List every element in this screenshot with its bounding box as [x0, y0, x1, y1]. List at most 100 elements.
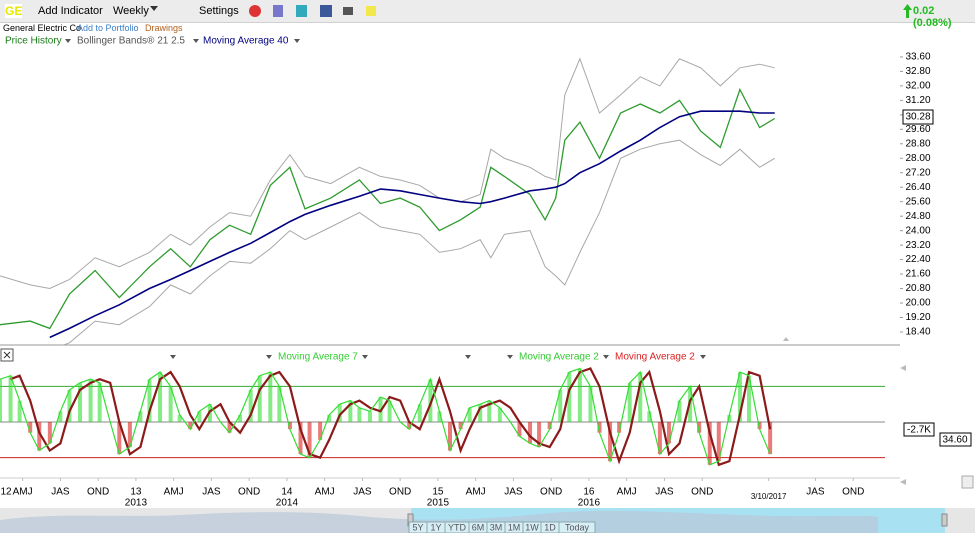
toolbar: GE Add Indicator Weekly Settings 0.02 (0…: [0, 0, 975, 29]
scroll-marker: [900, 479, 906, 485]
dropdown-arrow[interactable]: [65, 39, 71, 43]
histogram-bar: [407, 422, 412, 430]
x-tick-label: OND: [540, 487, 562, 498]
dropdown-arrow[interactable]: [193, 39, 199, 43]
range-button-label[interactable]: YTD: [448, 522, 467, 532]
print-icon[interactable]: [343, 7, 353, 15]
legend-item[interactable]: Moving Average 2: [519, 352, 599, 363]
histogram-bar: [168, 386, 173, 423]
histogram-bar: [197, 411, 202, 423]
histogram-bar: [727, 414, 732, 423]
close-icon: [3, 351, 11, 359]
x-tick-label: AMJ: [13, 487, 33, 498]
dropdown-arrow[interactable]: [507, 355, 513, 359]
legend-item[interactable]: Bollinger Bands® 21 2.5: [77, 36, 185, 47]
range-button-label[interactable]: Today: [565, 522, 590, 532]
histogram-bar: [37, 422, 42, 451]
twitter-icon[interactable]: [296, 5, 307, 17]
histogram-bar: [287, 422, 292, 430]
x-tick-label: 16: [583, 487, 595, 498]
x-tick-label: AMJ: [164, 487, 184, 498]
x-tick-label: AMJ: [315, 487, 335, 498]
y-tick-label: 32.80: [905, 66, 930, 77]
range-button-label[interactable]: 1D: [544, 522, 556, 532]
range-button[interactable]: [558, 521, 596, 533]
histogram-bar: [737, 372, 742, 423]
range-button-label[interactable]: 1M: [508, 522, 521, 532]
histogram-bar: [177, 414, 182, 423]
x-tick-label: 13: [130, 487, 142, 498]
histogram-bar: [327, 414, 332, 423]
readout-box: [939, 432, 972, 447]
resize-handle[interactable]: [783, 337, 789, 341]
x-tick-label: OND: [691, 487, 713, 498]
facebook-icon[interactable]: [320, 5, 332, 17]
toolbar-icons: [249, 5, 376, 17]
ticker[interactable]: GE: [5, 4, 23, 18]
histogram-bar: [467, 407, 472, 423]
y-tick-label: 18.40: [905, 327, 930, 338]
company-name: General Electric Co: [3, 23, 82, 33]
histogram-bar: [47, 422, 52, 444]
dropdown-arrow[interactable]: [603, 355, 609, 359]
range-button-label[interactable]: 5Y: [412, 522, 423, 532]
dropdown-arrow[interactable]: [266, 355, 272, 359]
histogram-bar: [158, 372, 163, 423]
y-tick-label: 22.40: [905, 254, 930, 265]
histogram-bar: [127, 422, 132, 447]
scroll-button[interactable]: [961, 475, 974, 489]
oscillator-line: [10, 367, 772, 467]
legend-item[interactable]: Moving Average 2: [615, 352, 695, 363]
menu-item[interactable]: Add Indicator: [38, 5, 103, 17]
histogram-bar: [517, 422, 522, 437]
histogram-bar: [448, 422, 452, 451]
histogram-bar: [78, 382, 83, 423]
sticky-icon[interactable]: [366, 6, 376, 16]
histogram-bar: [88, 379, 93, 423]
y-tick-label: 20.80: [905, 283, 930, 294]
navigator-handle[interactable]: [941, 513, 948, 527]
histogram-bar: [428, 379, 433, 423]
histogram-bar: [0, 379, 2, 423]
range-button-label[interactable]: 3M: [490, 522, 503, 532]
oscillator-legend: Moving Average 7 Moving Average 2 Moving…: [170, 352, 706, 363]
x-tick-label: 12: [0, 487, 12, 498]
add-to-portfolio[interactable]: Add to Portfolio: [77, 23, 139, 33]
legend-item[interactable]: Moving Average 7: [278, 352, 358, 363]
menu-item[interactable]: Settings: [199, 5, 239, 17]
y-tick-label: 31.20: [905, 95, 930, 106]
legend-item[interactable]: Moving Average 40: [203, 36, 289, 47]
histogram-bar: [298, 422, 303, 455]
notes-icon[interactable]: [273, 5, 283, 17]
histogram-bar: [716, 422, 721, 462]
y-tick-label: 21.60: [905, 269, 930, 280]
dropdown-arrow[interactable]: [465, 355, 471, 359]
histogram-bar: [357, 407, 362, 423]
legend-item[interactable]: Price History: [5, 36, 62, 47]
dropdown-arrow[interactable]: [170, 355, 176, 359]
dropdown-arrow[interactable]: [362, 355, 368, 359]
histogram-bar: [417, 404, 422, 423]
histogram-bar: [147, 379, 152, 423]
range-button-label[interactable]: 1Y: [430, 522, 441, 532]
alert-icon[interactable]: [249, 5, 261, 17]
range-button-label[interactable]: 1W: [525, 522, 539, 532]
scroll-marker: [900, 365, 906, 371]
histogram-bar: [666, 422, 671, 444]
histogram-bar: [537, 422, 542, 447]
dropdown-arrow[interactable]: [700, 355, 706, 359]
x-tick-label: 3/10/2017: [751, 492, 787, 501]
range-button-label[interactable]: 6M: [472, 522, 485, 532]
dropdown-arrow[interactable]: [294, 39, 300, 43]
readout: -2.7K: [907, 425, 931, 436]
histogram-bar: [478, 404, 483, 423]
dropdown-arrow[interactable]: [150, 6, 158, 12]
drawings[interactable]: Drawings: [145, 23, 183, 33]
x-tick-label: OND: [238, 487, 260, 498]
last-value-box: [902, 109, 934, 125]
menu-item[interactable]: Weekly: [113, 5, 149, 17]
histogram-bar: [318, 422, 323, 440]
y-tick-label: 20.00: [905, 298, 930, 309]
